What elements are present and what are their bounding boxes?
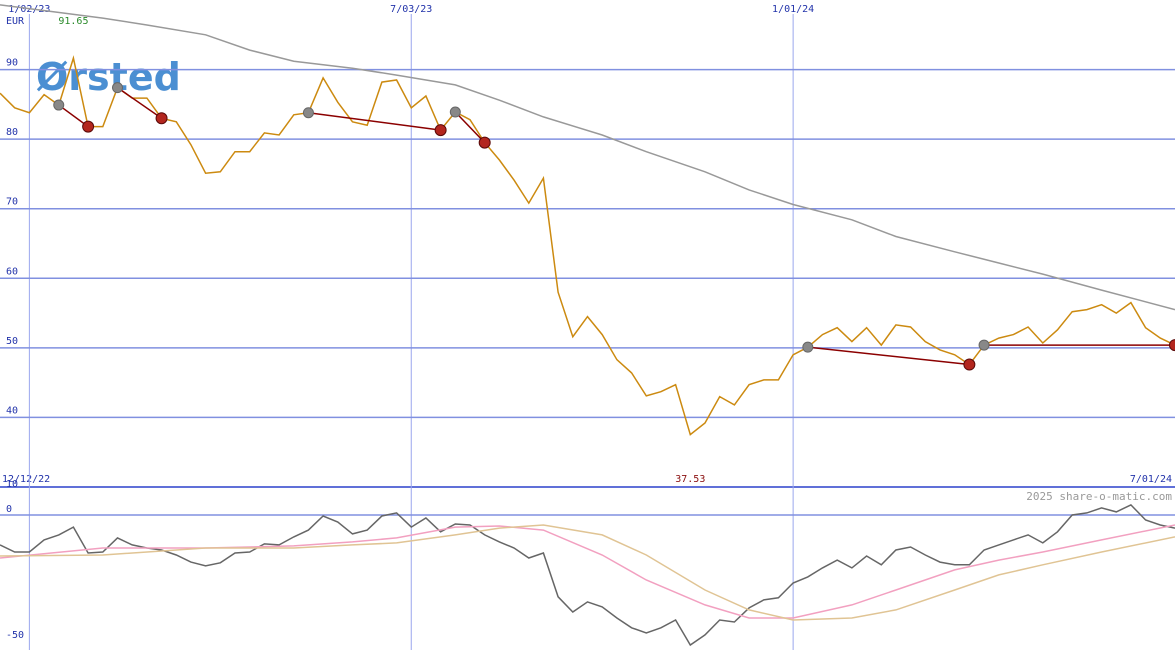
y-unit: EUR [6,16,25,27]
x-tick-label: 7/03/23 [390,4,432,15]
signal-end [435,125,446,136]
x-tick-label: 1/02/23 [8,4,50,15]
y-tick-label: 80 [6,127,18,138]
logo: Ørsted [36,55,181,99]
signal-end [479,137,490,148]
y-tick-label: 40 [6,405,18,416]
signal-start [54,100,64,110]
signal-start [803,342,813,352]
low-label: 37.53 [675,474,705,485]
y-tick-label: 70 [6,197,18,208]
signal-end [964,359,975,370]
high-label: 91.65 [58,16,88,27]
y-tick-label: 0 [6,504,12,515]
x-tick-label: 1/01/24 [772,4,814,15]
range-end-label: 7/01/24 [1130,474,1172,485]
signal-start [303,108,313,118]
signal-start [113,83,123,93]
signal-end [156,113,167,124]
y-tick-label: -50 [6,630,24,641]
y-tick-label: 60 [6,266,18,277]
y-tick-label: 10 [6,479,18,490]
y-tick-label: 50 [6,336,18,347]
watermark: 2025 share-o-matic.com [1026,490,1172,503]
signal-end [83,121,94,132]
y-tick-label: 90 [6,58,18,69]
signal-start [450,107,460,117]
signal-start [979,340,989,350]
